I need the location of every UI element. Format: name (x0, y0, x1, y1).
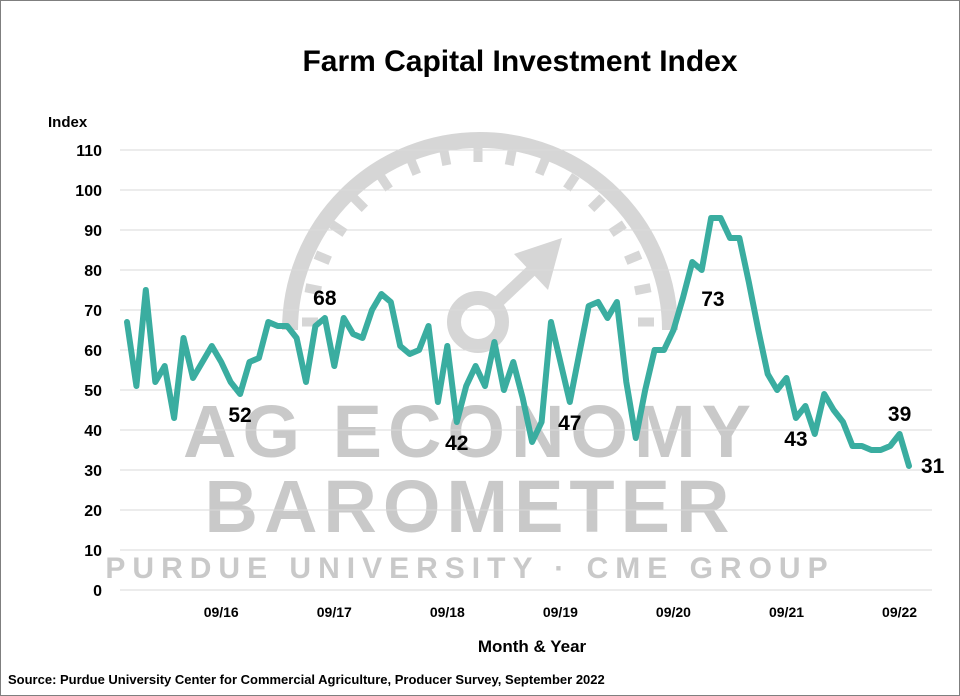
gauge-tick-icon (634, 283, 652, 296)
data-label: 39 (888, 403, 911, 426)
gauge-tick-icon (535, 157, 550, 176)
y-tick-label: 50 (84, 383, 102, 400)
gauge-tick-icon (350, 194, 369, 213)
gauge-tick-icon (376, 173, 393, 192)
gauge-arrowhead-icon (514, 238, 562, 290)
y-tick-label: 20 (84, 503, 102, 520)
y-tick-label: 0 (93, 583, 102, 600)
x-tick-label: 09/20 (656, 604, 691, 620)
gauge-tick-icon (313, 250, 332, 265)
series-line (124, 215, 912, 469)
y-tick-label: 60 (84, 343, 102, 360)
y-tick-label: 40 (84, 423, 102, 440)
gauge-tick-icon (624, 250, 643, 265)
data-label: 43 (784, 428, 807, 451)
y-tick-label: 100 (75, 183, 102, 200)
chart-title: Farm Capital Investment Index (302, 45, 737, 78)
data-label: 31 (921, 455, 945, 478)
data-label: 42 (445, 432, 468, 455)
data-label: 68 (313, 287, 337, 310)
data-label: 52 (228, 404, 251, 427)
gauge-tick-icon (304, 283, 322, 296)
watermark-line-2: BAROMETER (205, 465, 736, 548)
data-labels: 52 68 42 47 73 43 39 31 (228, 287, 944, 478)
y-tick-label: 10 (84, 543, 102, 560)
gauge-tick-icon (329, 220, 348, 237)
ag-economy-barometer-watermark: AG ECONOMY BAROMETER PURDUE UNIVERSITY ·… (105, 132, 834, 585)
x-tick-label: 09/22 (882, 604, 917, 620)
x-tick-label: 09/17 (317, 604, 352, 620)
x-axis-ticks: 09/16 09/17 09/18 09/19 09/20 09/21 09/22 (204, 604, 918, 620)
gauge-hub-icon (447, 291, 509, 353)
x-tick-label: 09/19 (543, 604, 578, 620)
y-axis-label: Index (48, 114, 88, 131)
x-tick-label: 09/21 (769, 604, 804, 620)
source-note: Source: Purdue University Center for Com… (8, 672, 605, 687)
gauge-tick-icon (504, 148, 517, 166)
gauge-arc-icon (282, 132, 678, 331)
series-group (124, 215, 912, 469)
watermark-line-3: PURDUE UNIVERSITY · CME GROUP (105, 552, 834, 585)
gauge-tick-icon (563, 173, 580, 192)
y-axis-ticks: 0 10 20 30 40 50 60 70 80 90 100 110 (75, 143, 102, 600)
watermark-line-1: AG ECONOMY (183, 390, 757, 473)
y-tick-label: 30 (84, 463, 102, 480)
y-tick-label: 110 (76, 143, 102, 160)
gauge-tick-icon (587, 194, 606, 213)
x-tick-label: 09/18 (430, 604, 465, 620)
y-tick-label: 90 (84, 223, 102, 240)
gauge-tick-icon (406, 157, 421, 176)
y-tick-label: 80 (84, 263, 102, 280)
gridlines (120, 149, 932, 591)
data-label: 73 (701, 288, 724, 311)
data-label: 47 (558, 412, 581, 435)
x-tick-label: 09/16 (204, 604, 239, 620)
gauge-tick-icon (439, 148, 452, 166)
y-tick-label: 70 (84, 303, 102, 320)
x-axis-label: Month & Year (478, 637, 587, 656)
gauge-tick-icon (608, 220, 627, 237)
gauge-ticks (302, 146, 654, 327)
